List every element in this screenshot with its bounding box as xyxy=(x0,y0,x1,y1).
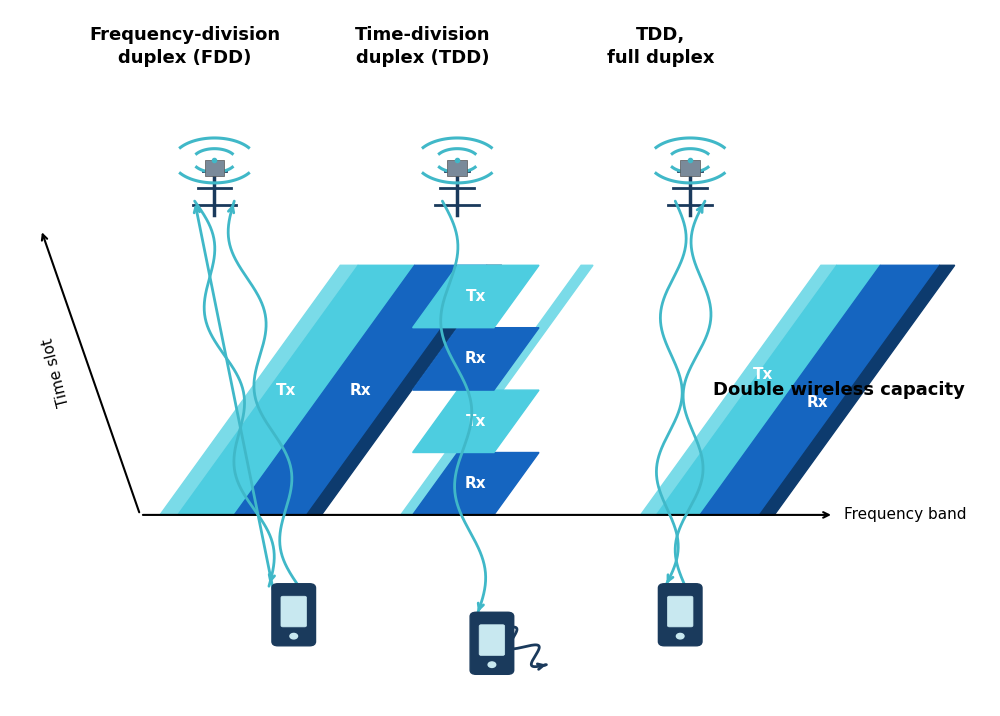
Text: Frequency-division
duplex (FDD): Frequency-division duplex (FDD) xyxy=(89,26,280,67)
Polygon shape xyxy=(413,266,539,328)
Bar xyxy=(205,160,224,176)
FancyBboxPatch shape xyxy=(479,625,505,655)
Bar xyxy=(680,160,700,176)
Polygon shape xyxy=(656,266,880,515)
Circle shape xyxy=(488,662,496,667)
Text: Rx: Rx xyxy=(350,382,371,397)
Polygon shape xyxy=(641,266,837,515)
Text: TDD,
full duplex: TDD, full duplex xyxy=(607,26,714,67)
Text: Time-division
duplex (TDD): Time-division duplex (TDD) xyxy=(355,26,490,67)
FancyBboxPatch shape xyxy=(667,596,693,627)
Text: Frequency band: Frequency band xyxy=(844,508,966,523)
Polygon shape xyxy=(413,453,539,515)
Polygon shape xyxy=(759,266,955,515)
Text: Tx: Tx xyxy=(276,382,296,397)
Text: Time slot: Time slot xyxy=(40,337,72,408)
Polygon shape xyxy=(178,266,415,515)
Text: Rx: Rx xyxy=(465,352,487,367)
Text: Rx: Rx xyxy=(465,476,487,491)
Polygon shape xyxy=(401,266,593,515)
Circle shape xyxy=(290,634,298,639)
Circle shape xyxy=(676,634,684,639)
FancyBboxPatch shape xyxy=(272,584,316,646)
Text: Double wireless capacity: Double wireless capacity xyxy=(713,381,965,399)
Text: Rx: Rx xyxy=(806,395,828,410)
FancyBboxPatch shape xyxy=(281,596,306,627)
Polygon shape xyxy=(234,266,487,515)
Polygon shape xyxy=(307,266,502,515)
FancyBboxPatch shape xyxy=(658,584,702,646)
Polygon shape xyxy=(413,390,539,453)
Polygon shape xyxy=(700,266,940,515)
Bar xyxy=(447,160,467,176)
Text: Tx: Tx xyxy=(753,367,774,382)
Polygon shape xyxy=(413,328,539,390)
Polygon shape xyxy=(160,266,358,515)
Text: Tx: Tx xyxy=(466,289,486,304)
Text: Tx: Tx xyxy=(466,414,486,429)
FancyBboxPatch shape xyxy=(470,612,514,674)
